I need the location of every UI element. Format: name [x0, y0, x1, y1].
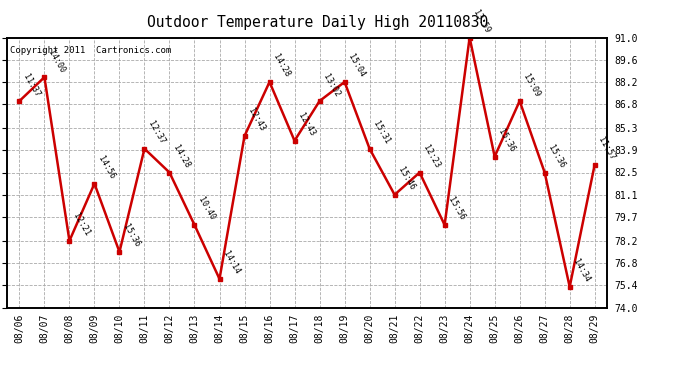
- Text: 12:23: 12:23: [422, 144, 442, 170]
- Text: 13:59: 13:59: [472, 9, 492, 34]
- Text: 15:36: 15:36: [546, 144, 567, 170]
- Text: Copyright 2011  Cartronics.com: Copyright 2011 Cartronics.com: [10, 46, 171, 55]
- Text: 14:14: 14:14: [221, 250, 242, 276]
- Text: 13:02: 13:02: [322, 72, 342, 98]
- Text: 15:04: 15:04: [346, 53, 367, 79]
- Text: 15:56: 15:56: [446, 196, 467, 222]
- Text: 12:43: 12:43: [297, 112, 317, 138]
- Text: 14:28: 14:28: [172, 144, 192, 170]
- Text: 10:40: 10:40: [197, 196, 217, 222]
- Text: 12:21: 12:21: [72, 212, 92, 238]
- Text: 12:43: 12:43: [246, 107, 267, 133]
- Text: 14:56: 14:56: [97, 154, 117, 181]
- Text: 14:28: 14:28: [272, 53, 292, 79]
- Text: 12:37: 12:37: [146, 120, 167, 146]
- Text: 15:36: 15:36: [121, 223, 141, 249]
- Text: 15:46: 15:46: [397, 166, 417, 192]
- Text: 15:36: 15:36: [497, 128, 517, 154]
- Text: 11:57: 11:57: [597, 135, 617, 162]
- Text: 14:00: 14:00: [46, 48, 67, 74]
- Text: 15:09: 15:09: [522, 72, 542, 98]
- Text: 11:37: 11:37: [21, 72, 41, 98]
- Text: 14:34: 14:34: [572, 258, 592, 284]
- Text: Outdoor Temperature Daily High 20110830: Outdoor Temperature Daily High 20110830: [147, 15, 488, 30]
- Text: 15:31: 15:31: [372, 120, 392, 146]
